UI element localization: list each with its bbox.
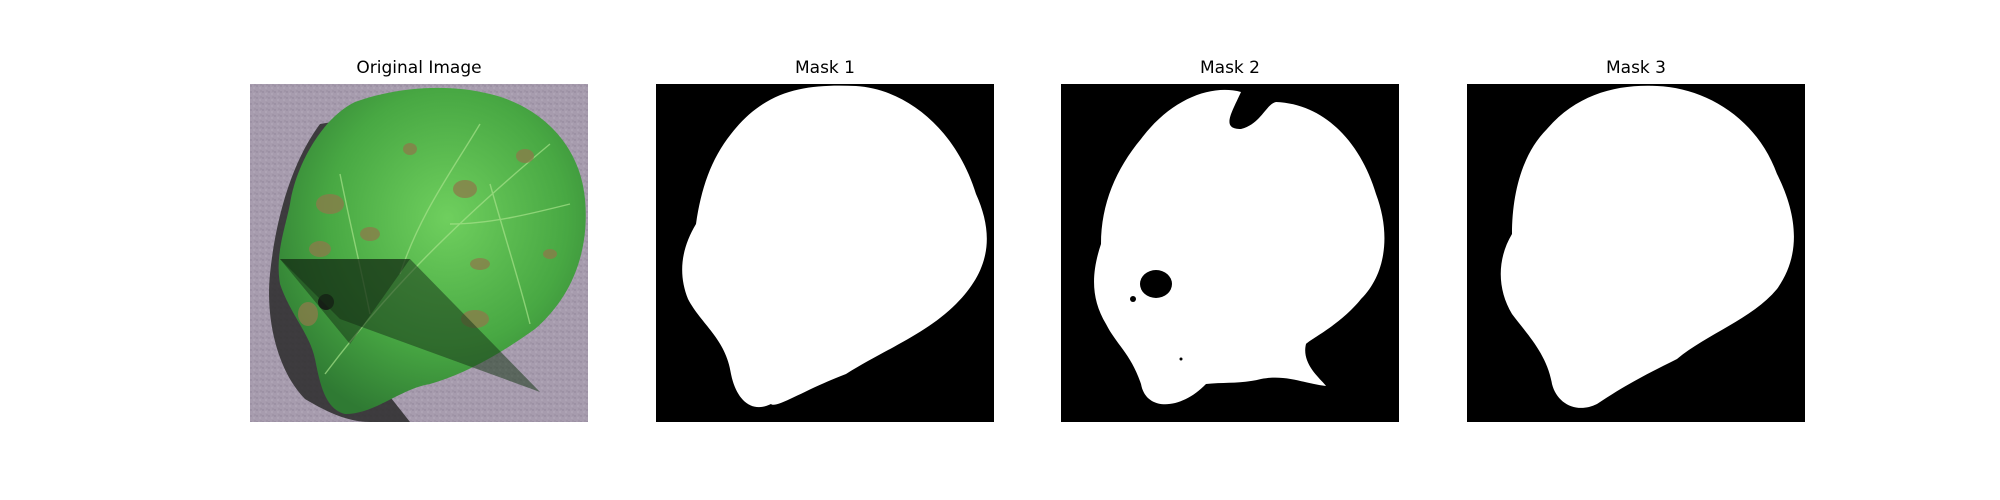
mask-2-svg [1061, 84, 1399, 422]
original-leaf-image [250, 84, 588, 422]
mask-3-svg [1467, 84, 1805, 422]
mask-1-svg [656, 84, 994, 422]
panel-title: Mask 1 [794, 58, 855, 78]
mask-3-image [1467, 84, 1805, 422]
panel-title: Mask 2 [1199, 58, 1260, 78]
mask-2-image [1061, 84, 1399, 422]
leaf-photo-svg [250, 84, 588, 422]
mask-1-image [656, 84, 994, 422]
panel-title: Mask 3 [1605, 58, 1666, 78]
panel-title: Original Image [356, 58, 482, 78]
